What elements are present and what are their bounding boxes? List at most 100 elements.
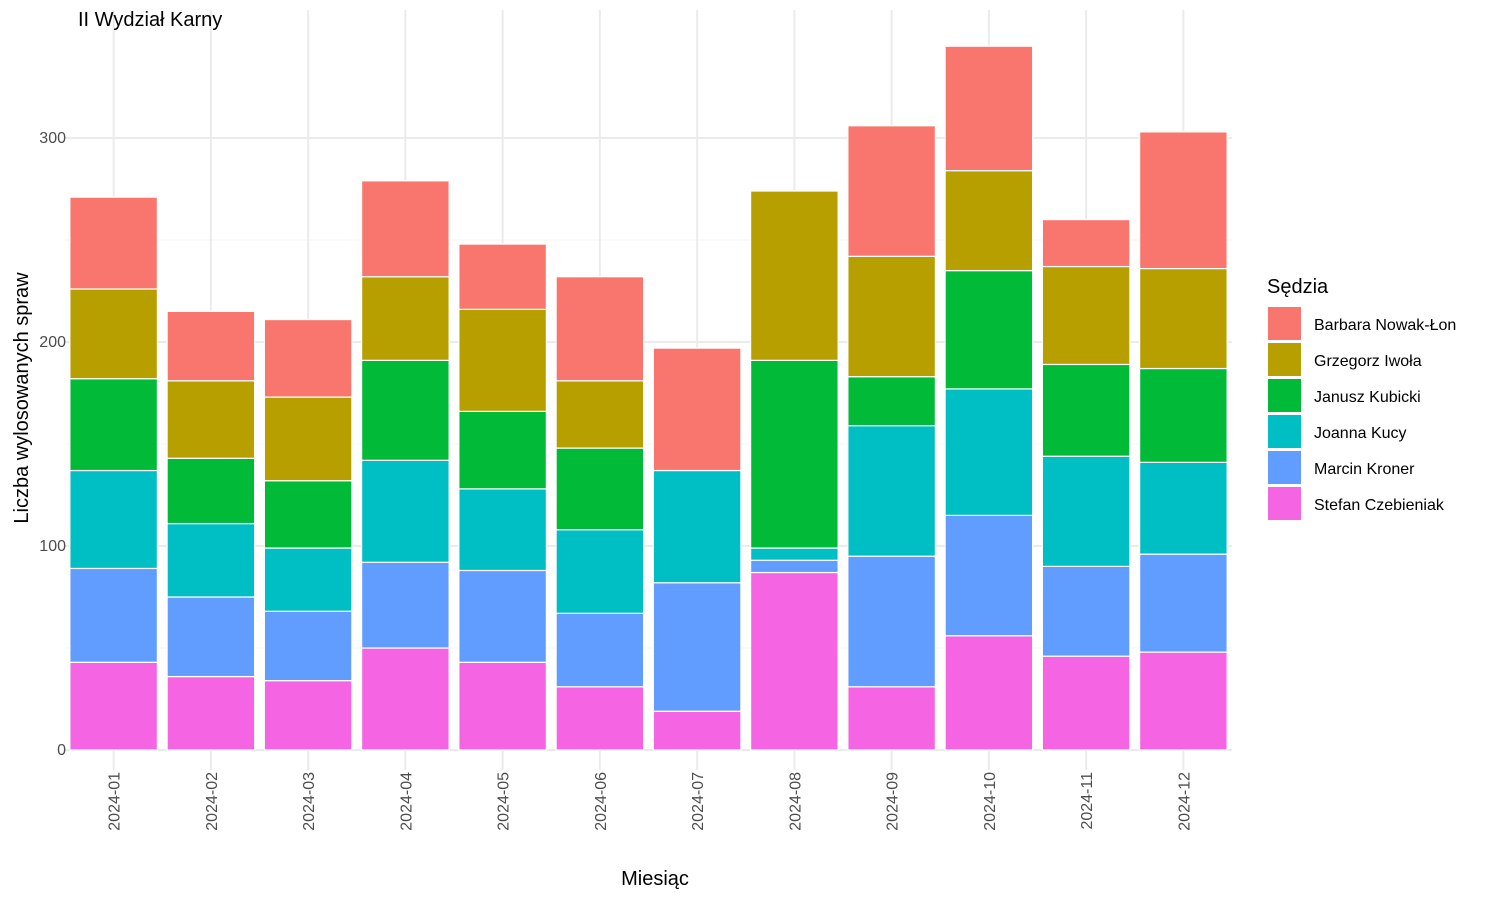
bar-segment: Stefan Czebieniak 2024-06: 31 bbox=[555, 686, 645, 751]
bar-segment: Grzegorz Iwoła 2024-11: 48 bbox=[1041, 265, 1131, 366]
chart-title: II Wydział Karny bbox=[78, 9, 222, 31]
bar-segment: Joanna Kucy 2024-12: 45 bbox=[1139, 461, 1228, 555]
x-tick-label: 2024-04 bbox=[398, 772, 415, 831]
bar-segment: Marcin Kroner 2024-06: 36 bbox=[555, 612, 645, 688]
bar-segment: Janusz Kubicki 2024-02: 32 bbox=[166, 457, 256, 525]
x-tick-label: 2024-03 bbox=[301, 772, 318, 831]
bar-segment: Grzegorz Iwoła 2024-02: 38 bbox=[166, 380, 256, 459]
bar-segment: Janusz Kubicki 2024-12: 46 bbox=[1139, 367, 1228, 463]
bar-segment: Marcin Kroner 2024-04: 42 bbox=[361, 561, 450, 649]
x-tick-label: 2024-12 bbox=[1176, 772, 1193, 831]
legend: Sędzia Barbara Nowak-Łon Grzegorz Iwoła Ja… bbox=[1267, 276, 1456, 520]
legend-swatch bbox=[1268, 487, 1301, 520]
bar-segment: Barbara Nowak-Łon 2024-04: 47 bbox=[361, 180, 450, 278]
bar-segment: Stefan Czebieniak 2024-01: 43 bbox=[69, 661, 158, 751]
bar-segment: Grzegorz Iwoła 2024-04: 41 bbox=[361, 276, 450, 361]
bar-segment: Barbara Nowak-Łon 2024-06: 51 bbox=[555, 276, 645, 382]
bar-segment: Grzegorz Iwoła 2024-10: 49 bbox=[944, 170, 1034, 272]
bar-segment: Stefan Czebieniak 2024-10: 56 bbox=[944, 635, 1034, 751]
legend-title: Sędzia bbox=[1267, 276, 1329, 298]
bar-segment: Grzegorz Iwoła 2024-05: 50 bbox=[458, 308, 547, 412]
bar-segment: Marcin Kroner 2024-08: 6 bbox=[750, 559, 839, 574]
bar-segment: Stefan Czebieniak 2024-08: 87 bbox=[750, 571, 839, 751]
bar-segment: Barbara Nowak-Łon 2024-02: 34 bbox=[166, 310, 256, 382]
bar-segment: Janusz Kubicki 2024-08: 92 bbox=[750, 359, 839, 549]
bar-segment: Stefan Czebieniak 2024-11: 46 bbox=[1041, 655, 1131, 751]
bar-segment: Grzegorz Iwoła 2024-01: 44 bbox=[69, 288, 158, 380]
x-tick-label: 2024-06 bbox=[593, 772, 610, 831]
y-tick-label: 300 bbox=[39, 130, 66, 147]
x-tick-label: 2024-11 bbox=[1079, 772, 1096, 830]
bar-segment: Grzegorz Iwoła 2024-12: 49 bbox=[1139, 267, 1228, 370]
legend-label: Joanna Kucy bbox=[1314, 425, 1407, 442]
legend-swatch bbox=[1268, 343, 1301, 376]
legend-swatch bbox=[1268, 307, 1301, 340]
legend-label: Janusz Kubicki bbox=[1314, 389, 1421, 406]
bar-segment: Barbara Nowak-Łon 2024-07: 60 bbox=[652, 347, 742, 472]
bar-segment: Marcin Kroner 2024-09: 64 bbox=[847, 555, 936, 688]
bar-segment: Marcin Kroner 2024-10: 59 bbox=[944, 514, 1034, 637]
bar-segment: Stefan Czebieniak 2024-05: 43 bbox=[458, 661, 547, 751]
bar-segment: Joanna Kucy 2024-09: 64 bbox=[847, 425, 936, 557]
bar-segment: Joanna Kucy 2024-02: 36 bbox=[166, 522, 256, 598]
bar-segment: Grzegorz Iwoła 2024-09: 59 bbox=[847, 255, 936, 378]
bar-segment: Barbara Nowak-Łon 2024-09: 64 bbox=[847, 125, 936, 257]
bar-segment: Stefan Czebieniak 2024-07: 19 bbox=[652, 710, 742, 751]
bar-segment: Marcin Kroner 2024-05: 45 bbox=[458, 569, 547, 663]
y-tick-label: 100 bbox=[39, 538, 66, 555]
bar-segment: Janusz Kubicki 2024-09: 24 bbox=[847, 376, 936, 427]
bars: Stefan Czebieniak 2024-01: 43Marcin Kron… bbox=[69, 45, 1228, 751]
legend-label: Grzegorz Iwoła bbox=[1314, 353, 1422, 370]
legend-label: Barbara Nowak-Łon bbox=[1314, 317, 1456, 334]
bar-segment: Janusz Kubicki 2024-05: 38 bbox=[458, 410, 547, 490]
x-tick-label: 2024-07 bbox=[690, 772, 707, 831]
y-tick-label: 200 bbox=[39, 334, 66, 351]
bar-segment: Janusz Kubicki 2024-10: 58 bbox=[944, 270, 1034, 390]
x-tick-label: 2024-01 bbox=[107, 772, 124, 831]
x-tick-label: 2024-10 bbox=[982, 772, 999, 831]
bar-segment: Joanna Kucy 2024-07: 55 bbox=[652, 469, 742, 584]
bar-segment: Janusz Kubicki 2024-01: 45 bbox=[69, 378, 158, 472]
bar-segment: Stefan Czebieniak 2024-12: 48 bbox=[1139, 651, 1228, 751]
y-axis-title: Liczba wylosowanych spraw bbox=[11, 272, 33, 524]
bar-segment: Grzegorz Iwoła 2024-06: 33 bbox=[555, 380, 645, 449]
x-axis-ticks: 2024-01 2024-02 2024-03 2024-04 2024-05 2024-… bbox=[107, 772, 1194, 831]
bar-segment: Janusz Kubicki 2024-04: 49 bbox=[361, 359, 450, 461]
bar-segment: Marcin Kroner 2024-02: 39 bbox=[166, 596, 256, 678]
bar-segment: Barbara Nowak-Łon 2024-11: 23 bbox=[1041, 219, 1131, 268]
bar-segment: Marcin Kroner 2024-07: 63 bbox=[652, 582, 742, 712]
bar-segment: Joanna Kucy 2024-05: 40 bbox=[458, 488, 547, 572]
bar-segment: Joanna Kucy 2024-11: 54 bbox=[1041, 455, 1131, 567]
bar-segment: Barbara Nowak-Łon 2024-01: 45 bbox=[69, 196, 158, 290]
x-tick-label: 2024-09 bbox=[885, 772, 902, 831]
bar-segment: Marcin Kroner 2024-11: 44 bbox=[1041, 565, 1131, 657]
bar-segment: Grzegorz Iwoła 2024-03: 41 bbox=[263, 396, 353, 482]
x-tick-label: 2024-02 bbox=[204, 772, 221, 831]
x-tick-label: 2024-05 bbox=[496, 772, 513, 831]
bar-segment: Janusz Kubicki 2024-06: 40 bbox=[555, 447, 645, 531]
bar-segment: Joanna Kucy 2024-01: 48 bbox=[69, 469, 158, 570]
bar-segment: Marcin Kroner 2024-12: 48 bbox=[1139, 553, 1228, 653]
bar-segment: Joanna Kucy 2024-03: 31 bbox=[263, 547, 353, 612]
bar-segment: Janusz Kubicki 2024-11: 45 bbox=[1041, 363, 1131, 457]
bar-segment: Joanna Kucy 2024-04: 50 bbox=[361, 459, 450, 563]
legend-items: Barbara Nowak-Łon Grzegorz Iwoła Janusz Ku… bbox=[1268, 307, 1456, 520]
bar-segment: Stefan Czebieniak 2024-03: 34 bbox=[263, 680, 353, 751]
x-axis-title: Miesiąc bbox=[621, 868, 689, 890]
x-tick-label: 2024-08 bbox=[787, 772, 804, 831]
bar-segment: Janusz Kubicki 2024-03: 33 bbox=[263, 480, 353, 549]
bar-segment: Joanna Kucy 2024-08: 6 bbox=[750, 547, 839, 561]
legend-swatch bbox=[1268, 451, 1301, 484]
bar-segment: Stefan Czebieniak 2024-02: 36 bbox=[166, 675, 256, 751]
legend-swatch bbox=[1268, 379, 1301, 412]
bar-segment: Barbara Nowak-Łon 2024-05: 32 bbox=[458, 243, 547, 310]
bar-segment: Stefan Czebieniak 2024-04: 50 bbox=[361, 647, 450, 751]
legend-label: Marcin Kroner bbox=[1314, 461, 1415, 478]
bar-segment: Marcin Kroner 2024-01: 46 bbox=[69, 567, 158, 663]
y-axis-ticks: 0 100 200 300 bbox=[39, 130, 66, 759]
bar-segment: Joanna Kucy 2024-06: 41 bbox=[555, 529, 645, 614]
bar-segment: Grzegorz Iwoła 2024-08: 83 bbox=[750, 190, 839, 361]
bar-segment: Barbara Nowak-Łon 2024-12: 67 bbox=[1139, 131, 1228, 270]
